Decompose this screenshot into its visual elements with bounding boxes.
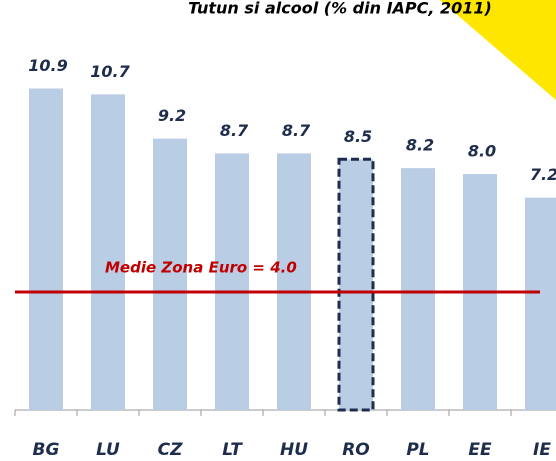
bar [339, 159, 373, 410]
value-label: 8.0 [468, 142, 496, 161]
value-label: 10.7 [90, 62, 130, 81]
value-label: 9.2 [158, 106, 186, 125]
value-label: 10.9 [28, 56, 67, 75]
x-tick-label: HU [280, 440, 308, 460]
bar [525, 197, 556, 410]
x-tick-label: LU [96, 440, 120, 460]
reference-label: Medie Zona Euro = 4.0 [105, 259, 297, 277]
x-tick-label: LT [222, 440, 243, 460]
value-label: 8.7 [282, 121, 311, 140]
bar [153, 138, 187, 410]
value-label: 8.7 [220, 121, 249, 140]
x-tick-label: IE [533, 440, 551, 460]
bar [401, 168, 435, 410]
x-tick-label: RO [342, 440, 370, 460]
chart-title: Tutun si alcool (% din IAPC, 2011) [188, 0, 492, 18]
bar [277, 153, 311, 411]
decoration [440, 0, 556, 100]
x-tick-label: PL [406, 440, 429, 460]
bar [91, 94, 125, 410]
x-tick-label: CZ [158, 440, 183, 460]
x-tick-label: EE [468, 440, 492, 460]
value-label: 8.2 [406, 136, 434, 155]
value-label: 8.5 [344, 127, 372, 146]
highlight-box [337, 157, 375, 412]
bar [215, 153, 249, 411]
bar [29, 88, 63, 411]
x-tick-label: BG [33, 440, 60, 460]
value-label: 7.2 [530, 165, 556, 184]
